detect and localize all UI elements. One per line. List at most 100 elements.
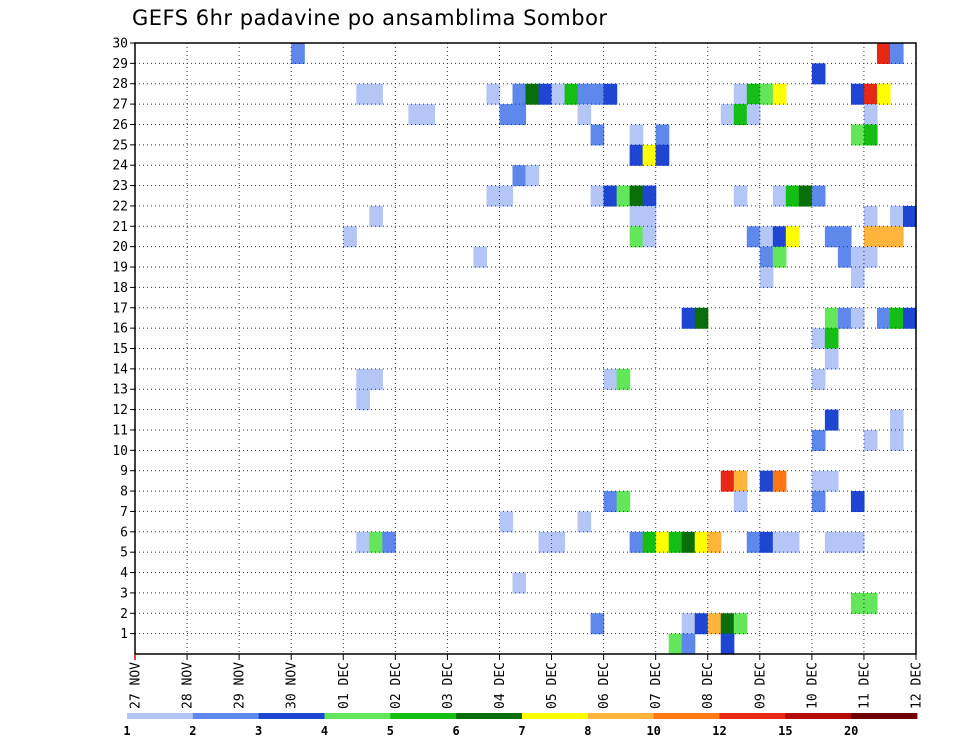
heatmap-cell [577,104,592,126]
x-tick-label: 07 DEC [649,662,664,709]
heatmap-cell [759,246,774,268]
heatmap-cell [590,185,605,207]
heatmap-cell [837,307,852,329]
heatmap-cell [811,328,826,350]
heatmap-cell [733,613,748,635]
heatmap-cell [694,307,709,329]
y-tick-label: 28 [112,77,128,92]
heatmap-cell [356,389,370,411]
heatmap-cell [356,531,370,553]
heatmap-cell [746,104,761,126]
heatmap-cell [837,246,852,268]
heatmap-cell [356,368,370,390]
heatmap-cell [863,429,878,451]
heatmap-cell [759,83,774,105]
heatmap-cell [369,83,383,105]
heatmap-cell [616,368,631,390]
heatmap-cell [811,491,826,513]
heatmap-cell [655,531,670,553]
heatmap-cell [642,144,657,166]
heatmap-cell [772,470,787,492]
x-tick-label: 02 DEC [389,662,404,709]
y-tick-label: 18 [112,281,128,296]
colorbar-label: 8 [584,724,591,738]
colorbar-label: 10 [646,724,660,738]
y-tick-label: 1 [120,627,128,642]
heatmap-cell [889,307,904,329]
x-tick-label: 11 DEC [857,662,872,709]
colorbar-label: 5 [387,724,394,738]
heatmap-cell [499,185,514,207]
colorbar-label: 6 [453,724,460,738]
heatmap-cell [824,531,839,553]
heatmap-cell [850,531,865,553]
heatmap-cell [746,83,761,105]
heatmap-cell [629,226,644,248]
x-tick-label: 06 DEC [597,662,612,709]
colorbar-layer: 1 2 3 4 5 6 7 8 10 12 15 20 [123,713,918,738]
heatmap-cell [629,124,644,146]
colorbar-label: 1 [123,724,130,738]
heatmap-cell [850,83,865,105]
heatmap-cell [642,185,657,207]
heatmap-cell [603,368,618,390]
x-tick-label: 09 DEC [753,662,768,709]
heatmap-cell [616,185,631,207]
heatmap-cell [811,368,826,390]
heatmap-cell [733,491,748,513]
heatmap-cell [707,531,722,553]
heatmap-cell [876,307,891,329]
y-tick-label: 21 [112,220,128,235]
heatmap-cell [863,104,878,126]
heatmap-cell [798,185,813,207]
heatmap-cell [590,613,605,635]
heatmap-cell [785,185,800,207]
heatmap-cell [590,124,605,146]
heatmap-cell [720,613,735,635]
heatmap-cell [629,144,644,166]
heatmap-cell [850,124,865,146]
heatmap-cell [538,531,553,553]
heatmap-cell [629,531,644,553]
heatmap-cell [876,43,891,64]
y-tick-label: 12 [112,403,128,418]
y-tick-label: 15 [112,342,128,357]
heatmap-cell [512,104,527,126]
heatmap-cell [642,205,657,227]
heatmap-cell [629,205,644,227]
colorbar-swatch [127,713,194,719]
heatmap-cell [759,531,774,553]
heatmap-cell [577,83,592,105]
x-tick-label: 01 DEC [337,662,352,709]
heatmap-cell [668,531,683,553]
heatmap-cell [785,531,800,553]
colorbar-label: 7 [518,724,525,738]
heatmap-cell [668,633,683,655]
heatmap-cell [824,470,839,492]
heatmap-cell [356,83,370,105]
heatmap-cell [499,104,514,126]
heatmap-cell [889,205,904,227]
colorbar-label: 2 [189,724,196,738]
y-tick-label: 16 [112,322,128,337]
heatmap-cell [772,531,787,553]
heatmap-cell [525,83,540,105]
heatmap-cell [759,226,774,248]
colorbar-swatch [390,713,457,719]
y-tick-label: 30 [112,37,128,52]
heatmap-cell [681,307,696,329]
heatmap-cell [863,226,878,248]
colorbar-label: 15 [778,724,792,738]
heatmap-cell [577,511,592,533]
x-tick-label: 30 NOV [285,662,300,709]
x-tick-label: 10 DEC [805,662,820,709]
colorbar-swatch [192,713,260,719]
colorbar-label: 12 [712,724,726,738]
heatmap-cell [811,429,826,451]
x-tick-label: 05 DEC [545,662,560,709]
heatmap-cell [538,83,553,105]
heatmap-cell [694,531,709,553]
heatmap-cell [720,470,735,492]
y-tick-label: 27 [112,98,128,113]
